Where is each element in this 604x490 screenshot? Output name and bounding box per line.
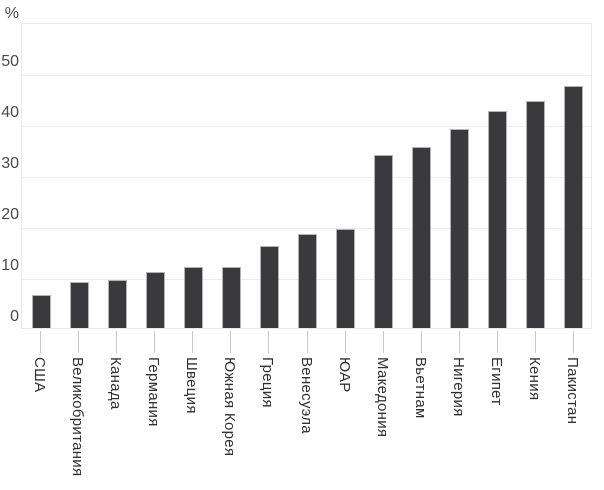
gridline-20 [22,228,591,229]
y-tick-label-40: 40 [1,104,19,121]
y-tick-label-50: 50 [1,53,19,70]
bar-Германия [146,272,165,328]
x-tick-line [383,331,384,353]
x-tick-line [421,331,422,353]
bar-Южная Корея [222,267,241,328]
y-tick-label-0: 0 [10,308,19,325]
x-tick-label-ЮАР: ЮАР [336,357,353,393]
bar-Нигерия [450,129,469,328]
bar-Греция [260,246,279,328]
gridline-40 [22,126,591,127]
x-tick-label-Канада: Канада [107,357,124,410]
bar-Пакистан [564,86,583,328]
bar-Великобритания [70,282,89,328]
x-tick-label-Египет: Египет [488,357,505,406]
bar-Швеция [184,267,203,328]
x-tick-label-Венесуэла: Венесуэла [298,357,315,434]
x-tick-label-Швеция: Швеция [183,357,200,414]
x-tick-line [154,331,155,353]
x-tick-line [116,331,117,353]
gridline-50 [22,75,591,76]
x-tick-line [40,331,41,353]
bar-Македония [374,155,393,328]
y-axis-unit-label: % [4,5,19,22]
gridline-30 [22,177,591,178]
x-tick-label-Греция: Греция [259,357,276,408]
x-tick-label-Южная Корея: Южная Корея [221,357,238,457]
plot-area [21,23,592,329]
bar-Кения [526,101,545,328]
x-tick-line [573,331,574,353]
x-tick-line [535,331,536,353]
x-tick-line [497,331,498,353]
x-tick-line [268,331,269,353]
x-tick-label-Великобритания: Великобритания [69,357,86,477]
x-tick-label-Германия: Германия [145,357,162,427]
bar-ЮАР [336,229,355,328]
x-tick-line [459,331,460,353]
x-tick-line [307,331,308,353]
x-tick-label-США: США [31,357,48,393]
x-tick-label-Нигерия: Нигерия [450,357,467,417]
x-tick-label-Кения: Кения [526,357,543,401]
x-tick-label-Пакистан: Пакистан [564,357,581,425]
y-tick-label-20: 20 [1,206,19,223]
bar-Вьетнам [412,147,431,328]
x-tick-label-Вьетнам: Вьетнам [412,357,429,419]
x-tick-line [345,331,346,353]
bar-Канада [108,280,127,328]
bar-США [32,295,51,328]
x-tick-line [192,331,193,353]
bar-Египет [488,111,507,328]
x-tick-label-Македония: Македония [374,357,391,438]
y-tick-label-10: 10 [1,257,19,274]
x-tick-line [78,331,79,353]
y-tick-label-30: 30 [1,155,19,172]
bar-Венесуэла [298,234,317,328]
x-tick-line [230,331,231,353]
